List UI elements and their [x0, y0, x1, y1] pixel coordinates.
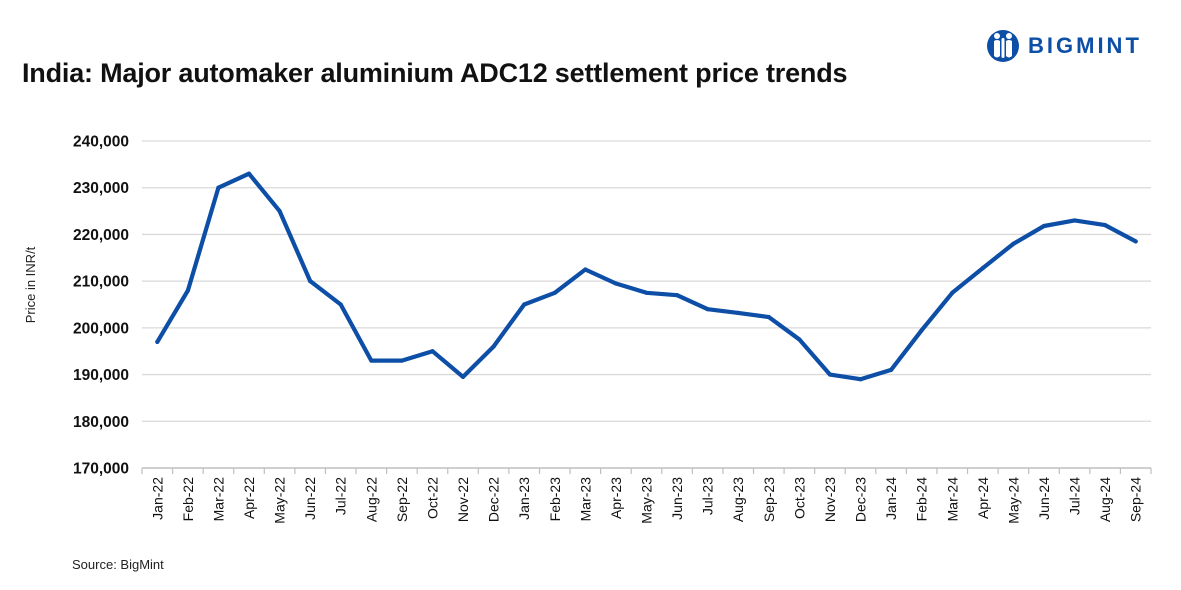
- x-tick-label: Aug-23: [730, 477, 746, 522]
- x-tick-label: Jan-24: [883, 477, 899, 520]
- x-tick-label: Feb-23: [547, 477, 563, 522]
- data-point: [308, 279, 313, 284]
- x-tick-label: Nov-22: [455, 477, 471, 522]
- x-tick-label: Mar-24: [944, 477, 960, 522]
- data-point: [552, 290, 557, 295]
- y-tick-label: 200,000: [73, 320, 129, 337]
- x-tick-label: May-23: [639, 477, 655, 524]
- data-point: [399, 358, 404, 363]
- x-tick-label: Jul-24: [1067, 477, 1083, 515]
- data-point: [1103, 222, 1108, 228]
- x-tick-label: Feb-22: [180, 477, 196, 522]
- data-point: [980, 265, 985, 271]
- bigmint-logo: BIGMINT: [986, 26, 1142, 66]
- x-tick-label: May-24: [1005, 477, 1021, 524]
- y-tick-label: 240,000: [73, 134, 129, 151]
- y-tick-label: 180,000: [73, 414, 129, 431]
- y-tick-label: 190,000: [73, 367, 129, 384]
- gridlines: [142, 140, 1151, 422]
- x-tick-label: Jan-22: [149, 477, 165, 520]
- x-tick-label: Jun-24: [1036, 477, 1052, 520]
- x-tick-label: Jun-23: [669, 477, 685, 520]
- x-axis: Jan-22 Feb-22 Mar-22 Apr-22 May-22 Jun-22 Jul-…: [141, 467, 1152, 524]
- x-tick-label: Aug-24: [1097, 477, 1113, 522]
- data-point: [369, 358, 374, 363]
- data-point: [797, 337, 802, 342]
- data-point: [216, 185, 221, 190]
- x-tick-label: Nov-23: [822, 477, 838, 522]
- x-tick-label: Feb-24: [914, 477, 930, 522]
- data-point: [858, 377, 863, 382]
- data-point: [460, 374, 466, 380]
- x-tick-label: Dec-22: [486, 477, 502, 522]
- x-tick-label: Apr-22: [241, 477, 257, 519]
- x-tick-label: Jul-23: [700, 477, 716, 515]
- brand-name: BIGMINT: [1028, 33, 1142, 58]
- data-point: [1072, 218, 1077, 223]
- series-group: [155, 171, 1138, 382]
- x-tick-label: Oct-22: [424, 477, 440, 519]
- data-point: [613, 281, 619, 286]
- data-point: [919, 328, 924, 333]
- x-tick-label: Jul-22: [333, 477, 349, 515]
- source-note: Source: BigMint: [72, 557, 164, 572]
- data-point: [277, 208, 282, 214]
- y-axis-label: Price in INR/t: [23, 246, 38, 323]
- x-tick-label: Apr-23: [608, 477, 624, 519]
- data-point: [155, 339, 160, 344]
- y-tick-label: 230,000: [73, 180, 129, 197]
- data-point: [491, 344, 496, 349]
- bigmint-logo-icon: [987, 30, 1019, 62]
- x-tick-label: Apr-24: [975, 477, 991, 519]
- data-point: [185, 288, 190, 293]
- data-point: [583, 267, 588, 272]
- x-tick-label: Sep-24: [1128, 477, 1144, 522]
- series-line: [155, 171, 1138, 382]
- data-point: [705, 307, 710, 312]
- data-point: [674, 293, 680, 298]
- y-tick-label: 210,000: [73, 274, 129, 291]
- x-tick-label: Oct-23: [791, 477, 807, 519]
- y-axis: 170,000 180,000 190,000 200,000 210,000 220,0…: [73, 134, 129, 478]
- data-point: [827, 372, 833, 377]
- x-tick-label: Sep-23: [761, 477, 777, 522]
- x-tick-label: May-22: [272, 477, 288, 524]
- data-point: [950, 290, 955, 295]
- y-tick-label: 220,000: [73, 227, 129, 244]
- data-point: [246, 171, 252, 176]
- x-tick-label: Jun-22: [302, 477, 318, 520]
- data-point: [1041, 223, 1047, 229]
- chart-title: India: Major automaker aluminium ADC12 s…: [22, 58, 848, 88]
- y-tick-label: 170,000: [73, 461, 129, 478]
- x-tick-label: Sep-22: [394, 477, 410, 522]
- x-tick-label: Mar-22: [210, 477, 226, 522]
- data-point: [522, 302, 527, 307]
- x-tick-label: Mar-23: [577, 477, 593, 522]
- data-point: [766, 315, 771, 320]
- data-point: [644, 290, 649, 295]
- data-point: [338, 302, 343, 307]
- data-point: [430, 349, 435, 354]
- data-point: [889, 367, 894, 372]
- x-tick-label: Dec-23: [853, 477, 869, 522]
- data-point: [1133, 239, 1138, 244]
- data-point: [1011, 241, 1016, 246]
- x-tick-label: Jan-23: [516, 477, 532, 520]
- x-tick-label: Aug-22: [363, 477, 379, 522]
- data-point: [736, 310, 741, 316]
